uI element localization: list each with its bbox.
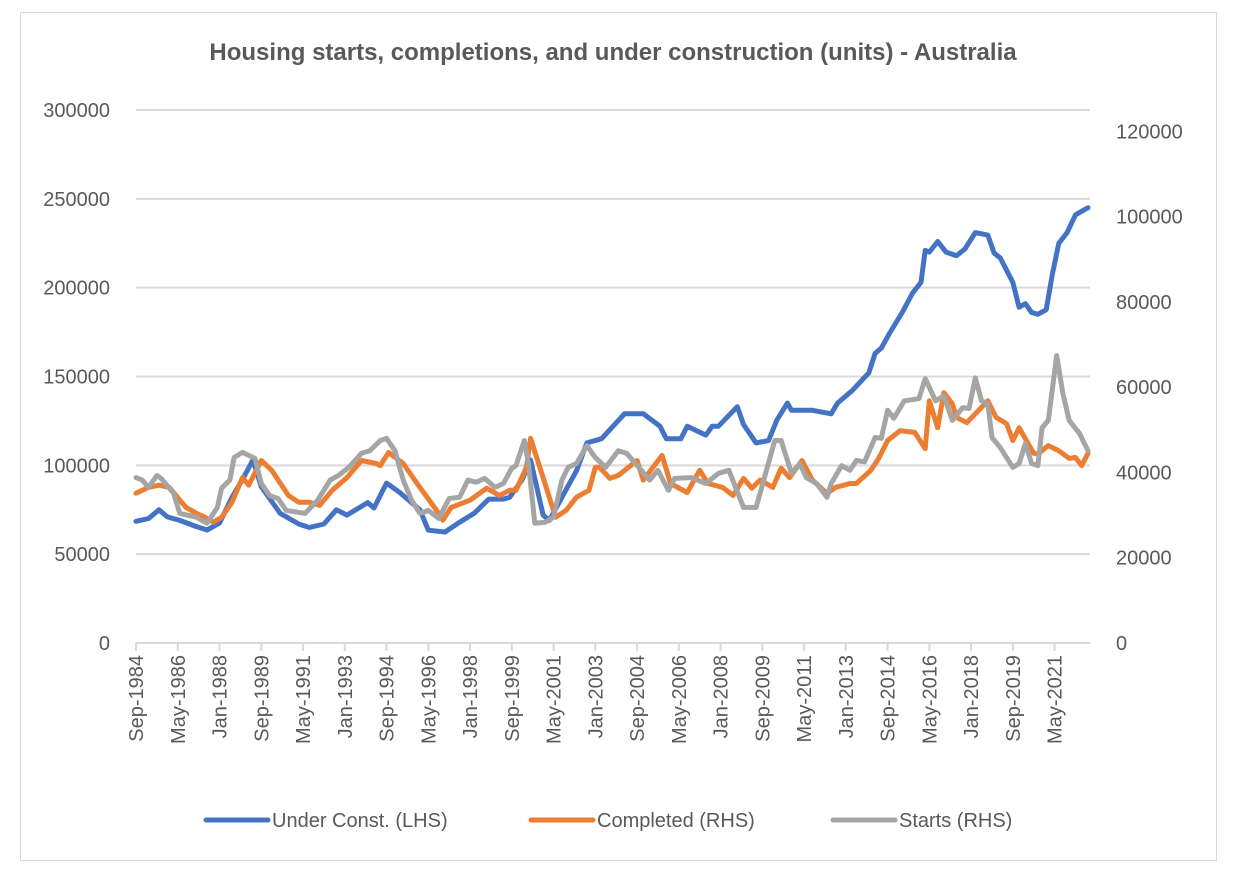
x-tick-label: Sep-2009 — [752, 655, 774, 742]
x-axis: Sep-1984 May-1986 Jan-1988 Sep-1989 May-1991… — [126, 642, 1090, 744]
x-tick-label: Sep-2014 — [878, 655, 900, 742]
chart-title: Housing starts, completions, and under c… — [209, 39, 1017, 66]
legend-item: Starts (RHS) — [830, 810, 1012, 832]
x-tick-label: May-2011 — [794, 655, 816, 742]
left-y-axis: 0 50000 100000 150000 200000 250000 300000 — [43, 100, 110, 655]
x-tick-label: May-2001 — [544, 655, 566, 744]
right-y-tick-label: 60000 — [1116, 377, 1172, 399]
left-y-tick-label: 250000 — [43, 189, 110, 211]
right-y-tick-label: 120000 — [1116, 121, 1183, 143]
x-tick-label: Sep-2004 — [627, 655, 649, 742]
x-tick-label: Sep-1984 — [126, 655, 148, 742]
legend-label: Completed (RHS) — [597, 810, 755, 832]
x-tick-label: Jan-1998 — [460, 655, 482, 738]
x-tick-label: Sep-2019 — [1003, 655, 1025, 742]
series-line-starts-rhs — [133, 353, 1091, 526]
right-y-tick-label: 80000 — [1116, 292, 1172, 314]
right-y-axis: 0 20000 40000 60000 80000 100000 120000 — [1116, 121, 1183, 655]
left-y-tick-label: 50000 — [54, 544, 110, 566]
left-y-tick-label: 100000 — [43, 455, 110, 477]
x-tick-label: Sep-1994 — [377, 655, 399, 742]
left-y-tick-label: 200000 — [43, 278, 110, 300]
x-tick-label: May-2021 — [1045, 655, 1067, 744]
left-y-tick-label: 300000 — [43, 100, 110, 122]
x-tick-label: Sep-1989 — [251, 655, 273, 742]
x-tick-label: Jan-2008 — [711, 655, 733, 738]
x-tick-label: Jan-2013 — [836, 655, 858, 738]
series-lines — [133, 205, 1091, 535]
x-tick-label: Sep-1999 — [502, 655, 524, 742]
x-tick-label: May-2016 — [919, 655, 941, 744]
right-y-tick-label: 0 — [1116, 633, 1127, 655]
legend-label: Under Const. (LHS) — [272, 810, 448, 832]
x-tick-label: May-2006 — [669, 655, 691, 744]
x-tick-label: Jan-2003 — [585, 655, 607, 738]
left-y-tick-label: 0 — [99, 633, 110, 655]
left-y-tick-label: 150000 — [43, 367, 110, 389]
series-line-completed-rhs — [133, 390, 1091, 525]
x-tick-label: May-1986 — [168, 655, 190, 744]
right-y-tick-label: 40000 — [1116, 462, 1172, 484]
chart-frame — [20, 12, 1217, 861]
legend: Under Const. (LHS) Completed (RHS) Starts … — [203, 810, 1012, 832]
x-tick-label: May-1991 — [293, 655, 315, 744]
gridlines — [136, 109, 1090, 644]
right-y-tick-label: 20000 — [1116, 548, 1172, 570]
x-tick-label: May-1996 — [418, 655, 440, 744]
x-tick-label: Jan-1988 — [210, 655, 232, 738]
legend-item: Under Const. (LHS) — [203, 810, 448, 832]
x-tick-label: Jan-1993 — [335, 655, 357, 738]
legend-label: Starts (RHS) — [899, 810, 1012, 832]
x-tick-label: Jan-2018 — [961, 655, 983, 738]
series-line-under-const-lhs — [133, 205, 1091, 535]
legend-item: Completed (RHS) — [528, 810, 755, 832]
right-y-tick-label: 100000 — [1116, 207, 1183, 229]
